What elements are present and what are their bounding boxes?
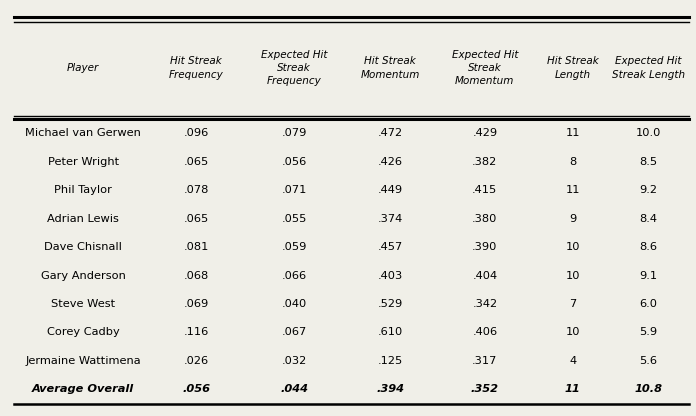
Text: 11: 11 xyxy=(564,384,580,394)
Text: 9.2: 9.2 xyxy=(640,185,658,195)
Text: Adrian Lewis: Adrian Lewis xyxy=(47,214,119,224)
Text: .317: .317 xyxy=(472,356,498,366)
Text: 6.0: 6.0 xyxy=(640,299,658,309)
Text: .472: .472 xyxy=(378,129,403,139)
Text: Steve West: Steve West xyxy=(51,299,115,309)
Text: Player: Player xyxy=(67,63,100,73)
Text: .055: .055 xyxy=(281,214,307,224)
Text: 8.4: 8.4 xyxy=(640,214,658,224)
Text: .068: .068 xyxy=(184,270,209,280)
Text: .032: .032 xyxy=(281,356,307,366)
Text: .403: .403 xyxy=(378,270,403,280)
Text: .056: .056 xyxy=(182,384,210,394)
Text: .065: .065 xyxy=(184,214,209,224)
Text: Dave Chisnall: Dave Chisnall xyxy=(44,242,122,252)
Text: .610: .610 xyxy=(378,327,403,337)
Text: .426: .426 xyxy=(378,157,403,167)
Text: 10.0: 10.0 xyxy=(636,129,661,139)
Text: .078: .078 xyxy=(184,185,209,195)
Text: .457: .457 xyxy=(378,242,403,252)
Text: .529: .529 xyxy=(378,299,403,309)
Text: 8: 8 xyxy=(569,157,576,167)
Text: Corey Cadby: Corey Cadby xyxy=(47,327,120,337)
Text: 10.8: 10.8 xyxy=(635,384,663,394)
Text: 9.1: 9.1 xyxy=(640,270,658,280)
Text: 9: 9 xyxy=(569,214,576,224)
Text: .071: .071 xyxy=(281,185,307,195)
Text: .125: .125 xyxy=(378,356,403,366)
Text: 8.6: 8.6 xyxy=(640,242,658,252)
Text: 4: 4 xyxy=(569,356,576,366)
Text: 10: 10 xyxy=(565,327,580,337)
Text: Expected Hit
Streak Length: Expected Hit Streak Length xyxy=(612,56,685,79)
Text: Hit Streak
Frequency: Hit Streak Frequency xyxy=(169,56,223,79)
Text: 5.6: 5.6 xyxy=(640,356,658,366)
Text: Phil Taylor: Phil Taylor xyxy=(54,185,112,195)
Text: .081: .081 xyxy=(184,242,209,252)
Text: .380: .380 xyxy=(472,214,498,224)
Text: .069: .069 xyxy=(184,299,209,309)
Text: Michael van Gerwen: Michael van Gerwen xyxy=(25,129,141,139)
Text: Jermaine Wattimena: Jermaine Wattimena xyxy=(25,356,141,366)
Text: 11: 11 xyxy=(565,185,580,195)
Text: Expected Hit
Streak
Frequency: Expected Hit Streak Frequency xyxy=(261,50,327,86)
Text: .415: .415 xyxy=(472,185,498,195)
Text: .449: .449 xyxy=(378,185,403,195)
Text: Peter Wright: Peter Wright xyxy=(47,157,119,167)
Text: .374: .374 xyxy=(378,214,403,224)
Text: 8.5: 8.5 xyxy=(640,157,658,167)
Text: .096: .096 xyxy=(184,129,209,139)
Text: .079: .079 xyxy=(281,129,307,139)
Text: 10: 10 xyxy=(565,270,580,280)
Text: .067: .067 xyxy=(281,327,307,337)
Text: Expected Hit
Streak
Momentum: Expected Hit Streak Momentum xyxy=(452,50,518,86)
Text: .390: .390 xyxy=(472,242,498,252)
Text: .066: .066 xyxy=(282,270,307,280)
Text: .404: .404 xyxy=(473,270,498,280)
Text: .065: .065 xyxy=(184,157,209,167)
Text: .429: .429 xyxy=(473,129,498,139)
Text: .406: .406 xyxy=(473,327,498,337)
Text: .352: .352 xyxy=(470,384,499,394)
Text: Hit Streak
Length: Hit Streak Length xyxy=(546,56,599,79)
Text: Hit Streak
Momentum: Hit Streak Momentum xyxy=(361,56,420,79)
Text: .059: .059 xyxy=(281,242,307,252)
Text: Average Overall: Average Overall xyxy=(32,384,134,394)
Text: .056: .056 xyxy=(281,157,307,167)
Text: 11: 11 xyxy=(565,129,580,139)
Text: 7: 7 xyxy=(569,299,576,309)
Text: .040: .040 xyxy=(281,299,307,309)
Text: .044: .044 xyxy=(280,384,308,394)
Text: .382: .382 xyxy=(472,157,498,167)
Text: 10: 10 xyxy=(565,242,580,252)
Text: Gary Anderson: Gary Anderson xyxy=(40,270,125,280)
Text: .342: .342 xyxy=(473,299,498,309)
Text: .026: .026 xyxy=(184,356,209,366)
Text: 5.9: 5.9 xyxy=(640,327,658,337)
Text: .394: .394 xyxy=(377,384,404,394)
Text: .116: .116 xyxy=(184,327,209,337)
